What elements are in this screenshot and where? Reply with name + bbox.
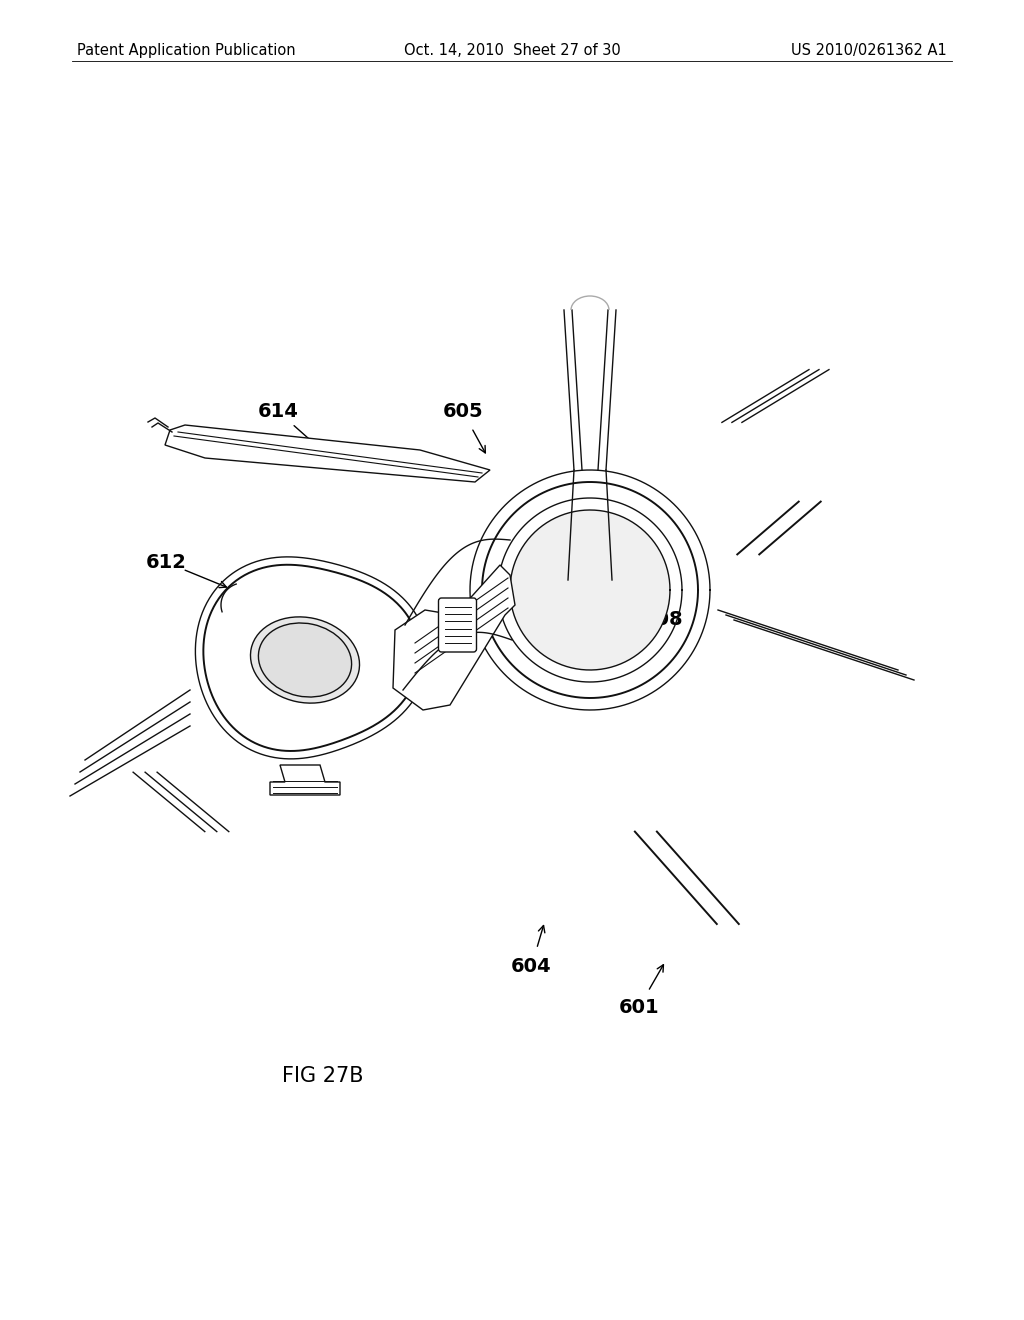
Text: Oct. 14, 2010  Sheet 27 of 30: Oct. 14, 2010 Sheet 27 of 30 [403,42,621,58]
Polygon shape [165,425,490,482]
Text: 612: 612 [145,553,186,572]
FancyBboxPatch shape [438,598,476,652]
Polygon shape [270,766,340,795]
Text: FIG 27B: FIG 27B [282,1065,364,1086]
Polygon shape [510,510,670,671]
Polygon shape [204,565,420,751]
Text: US 2010/0261362 A1: US 2010/0261362 A1 [792,42,947,58]
Polygon shape [393,565,515,710]
Ellipse shape [258,623,351,697]
Text: Patent Application Publication: Patent Application Publication [77,42,296,58]
Ellipse shape [251,616,359,704]
Text: 604: 604 [511,957,552,975]
Polygon shape [470,470,710,710]
Text: 614: 614 [258,403,299,421]
Text: 605: 605 [442,403,483,421]
Text: 608: 608 [643,610,684,628]
Text: 601: 601 [618,998,659,1016]
